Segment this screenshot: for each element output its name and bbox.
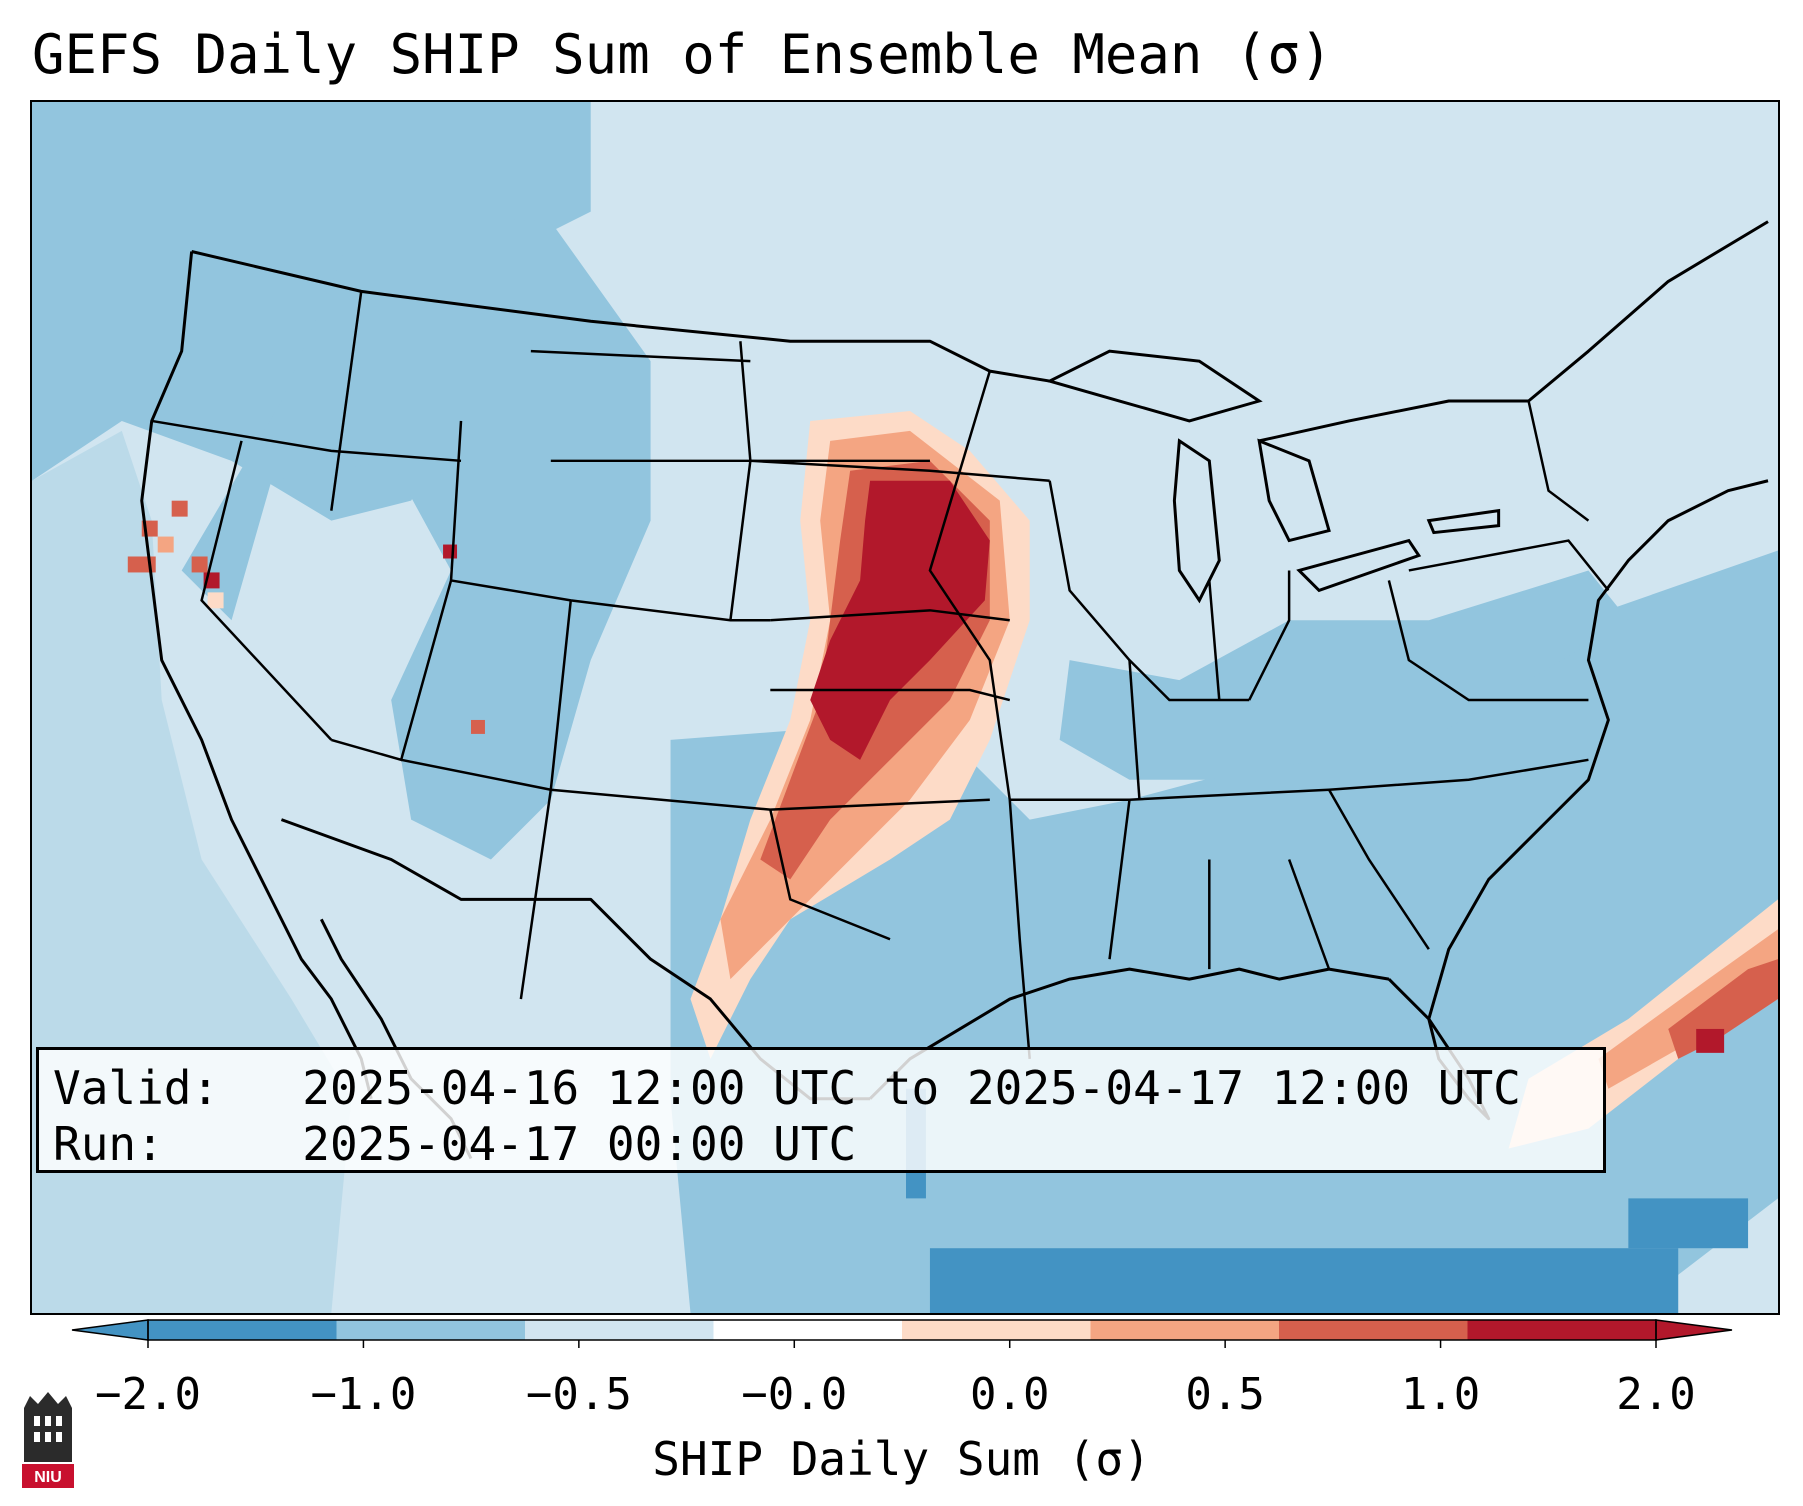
border bbox=[1527, 400, 1590, 522]
border bbox=[1248, 570, 1291, 701]
border bbox=[450, 579, 771, 622]
border bbox=[1408, 539, 1610, 592]
border bbox=[770, 609, 1010, 622]
colorbar-tick-label: 1.0 bbox=[1400, 1369, 1481, 1420]
colorbar-label: SHIP Daily Sum (σ) bbox=[652, 1432, 1151, 1486]
state-borders bbox=[151, 291, 1610, 1059]
border bbox=[519, 600, 573, 1000]
ca-pixel bbox=[157, 536, 174, 553]
colorbar-segment bbox=[1279, 1320, 1468, 1340]
colorbar-tick-label: 2.0 bbox=[1616, 1369, 1696, 1420]
border bbox=[1287, 859, 1331, 970]
validity-info-box: Valid: 2025-04-16 12:00 UTC to 2025-04-1… bbox=[36, 1047, 1606, 1173]
border bbox=[330, 420, 463, 762]
lake-michigan bbox=[1172, 438, 1221, 604]
border bbox=[530, 349, 751, 363]
colorbar-segment bbox=[525, 1320, 714, 1340]
atlantic-0.5-1.0 bbox=[1598, 929, 1778, 1089]
border bbox=[200, 440, 333, 741]
colorbar-outline bbox=[147, 1319, 1657, 1341]
lake-superior bbox=[1045, 349, 1263, 423]
colorbar-tick-label: −0.0 bbox=[741, 1369, 848, 1420]
border bbox=[1327, 789, 1430, 950]
colorbar-right-extend bbox=[1655, 1319, 1733, 1341]
border bbox=[928, 370, 1031, 1059]
atlantic-1.0-2.0 bbox=[1668, 959, 1778, 1059]
valid-value: 2025-04-16 12:00 UTC to 2025-04-17 12:00… bbox=[302, 1061, 1521, 1115]
pacific-coast bbox=[140, 251, 373, 1100]
colorbar-segment bbox=[713, 1320, 903, 1340]
ca-pixel bbox=[207, 592, 224, 609]
logo-band bbox=[22, 1464, 74, 1488]
border bbox=[770, 688, 1011, 702]
caribbean-patch bbox=[1628, 1198, 1749, 1249]
run-row: Run: 2025-04-17 00:00 UTC bbox=[53, 1116, 1589, 1172]
lake-erie bbox=[1296, 538, 1422, 593]
colorbar-tick-label: 0.0 bbox=[969, 1369, 1050, 1420]
colorbar-left-extend bbox=[71, 1319, 149, 1341]
intermountain-shading bbox=[181, 211, 651, 860]
ohio-valley-shading bbox=[1059, 570, 1629, 780]
colorbar-tick-label: −2.0 bbox=[95, 1369, 201, 1420]
colorbar-tick-label: −1.0 bbox=[310, 1369, 417, 1420]
valid-label: Valid: bbox=[53, 1061, 220, 1115]
colorbar-segment bbox=[1467, 1320, 1657, 1340]
ca-pixel bbox=[171, 500, 188, 517]
gulf-coast bbox=[869, 967, 1390, 1100]
atlantic-over-2.0 bbox=[1696, 1028, 1725, 1053]
map-title: GEFS Daily SHIP Sum of Ensemble Mean (σ) bbox=[32, 23, 1333, 86]
ca-pixel bbox=[191, 556, 208, 573]
border bbox=[400, 758, 990, 811]
colorbar-ticks bbox=[147, 1340, 1657, 1348]
ut-pixel bbox=[470, 719, 485, 734]
logo-text: NIU bbox=[34, 1469, 62, 1486]
run-value: 2025-04-17 00:00 UTC bbox=[302, 1117, 857, 1171]
colorbar-segment bbox=[336, 1320, 526, 1340]
colorbar-segment bbox=[1090, 1320, 1280, 1340]
logo-shield bbox=[24, 1392, 72, 1462]
border bbox=[750, 459, 1050, 482]
gulf-strip bbox=[929, 1248, 1679, 1313]
great-lakes bbox=[1045, 349, 1501, 604]
run-label: Run: bbox=[53, 1117, 164, 1171]
california-pixels bbox=[127, 500, 485, 734]
atlantic-coast bbox=[1427, 479, 1769, 1020]
border bbox=[151, 419, 462, 463]
border bbox=[330, 291, 363, 511]
lake-huron bbox=[1257, 438, 1331, 543]
colorbar bbox=[71, 1319, 1733, 1348]
colorbar-tick-label: 0.5 bbox=[1185, 1369, 1265, 1420]
valid-row: Valid: 2025-04-16 12:00 UTC to 2025-04-1… bbox=[53, 1060, 1589, 1116]
logo-windows bbox=[34, 1416, 62, 1442]
border bbox=[1108, 799, 1131, 960]
border bbox=[769, 809, 891, 941]
colorbar-segment bbox=[902, 1320, 1091, 1340]
colorbar-segments bbox=[148, 1320, 1657, 1340]
lake-ontario bbox=[1426, 508, 1501, 535]
niu-logo: NIU bbox=[22, 1392, 74, 1488]
border bbox=[1208, 580, 1221, 701]
ut-pixel bbox=[443, 544, 458, 559]
colorbar-segment bbox=[148, 1320, 337, 1340]
border bbox=[1128, 660, 1141, 800]
colorbar-tick-label: −0.5 bbox=[525, 1369, 632, 1420]
border bbox=[1387, 580, 1589, 702]
